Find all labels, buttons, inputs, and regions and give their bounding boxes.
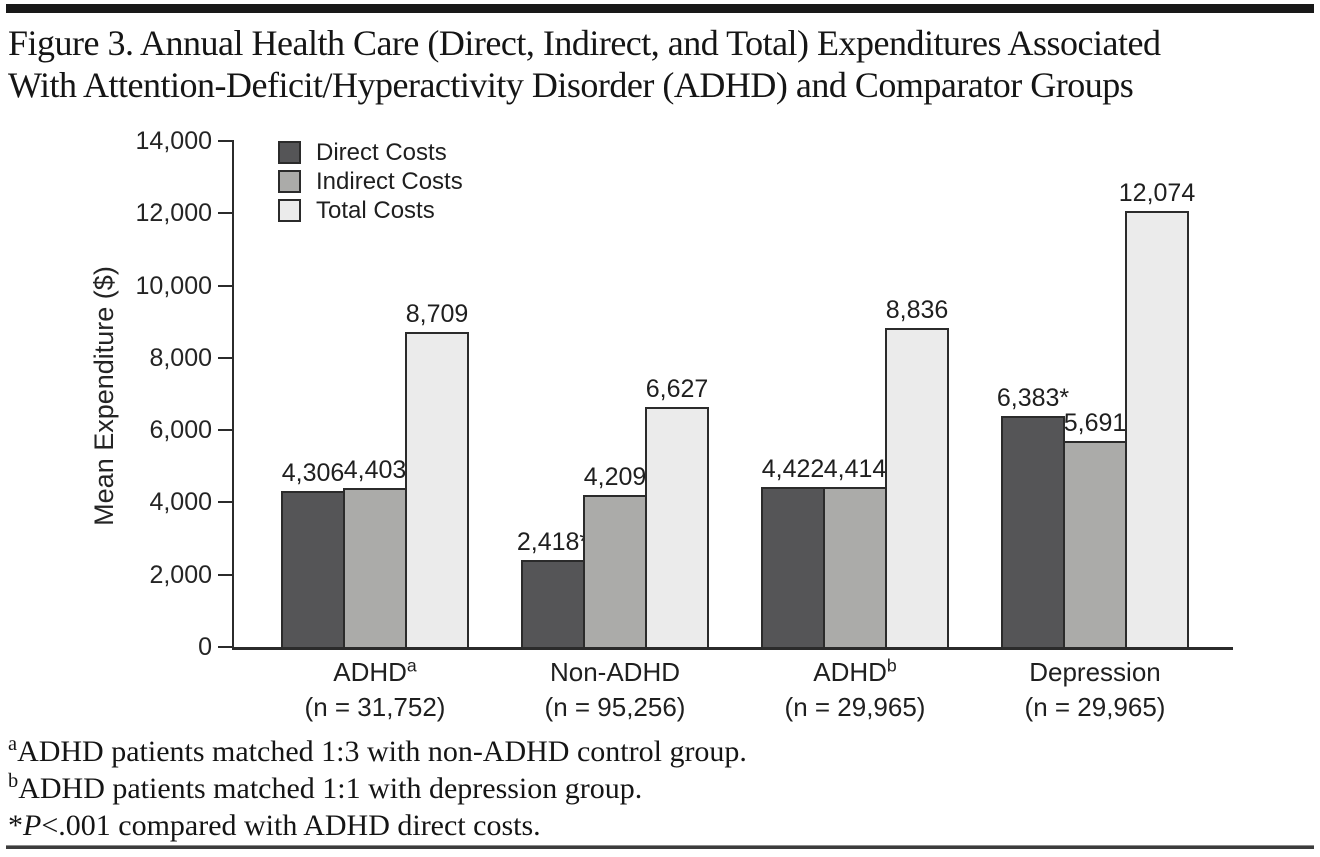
bar-value-label: 6,627 xyxy=(645,375,709,403)
legend-item: Direct Costs xyxy=(278,138,463,167)
y-axis-line xyxy=(232,140,234,648)
bar-value-label: 4,306 xyxy=(281,459,345,487)
bar-total-costs xyxy=(645,407,709,649)
y-tick-label: 12,000 xyxy=(135,199,212,227)
y-tick xyxy=(218,357,232,359)
category-n-label: (n = 29,965) xyxy=(1024,692,1166,722)
y-tick-label: 0 xyxy=(198,633,212,661)
category-n-label: (n = 95,256) xyxy=(544,692,686,722)
bar-value-label: 5,691 xyxy=(1063,409,1127,437)
y-tick xyxy=(218,140,232,142)
y-tick xyxy=(218,501,232,503)
legend-swatch-total-costs xyxy=(278,199,301,222)
bar-value-label: 4,209 xyxy=(583,463,647,491)
bar-indirect-costs xyxy=(343,488,407,649)
y-tick xyxy=(218,429,232,431)
bar-indirect-costs xyxy=(1063,441,1127,649)
category-name: ADHDb xyxy=(813,655,897,687)
footnote: aADHD patients matched 1:3 with non-ADHD… xyxy=(8,733,747,768)
y-tick xyxy=(218,285,232,287)
y-tick-label: 10,000 xyxy=(135,272,212,300)
category-name: Depression xyxy=(1029,657,1161,687)
bar-total-costs xyxy=(405,332,469,649)
legend-label: Total Costs xyxy=(316,196,435,224)
x-axis-line xyxy=(232,647,1233,650)
y-tick-label: 4,000 xyxy=(149,488,212,516)
bar-value-label: 6,383* xyxy=(996,384,1070,412)
category-label: Non-ADHD (n = 95,256) xyxy=(484,655,746,725)
y-tick xyxy=(218,574,232,576)
category-name: ADHDa xyxy=(333,655,417,687)
figure-title-line-1: Figure 3. Annual Health Care (Direct, In… xyxy=(8,23,1161,63)
legend-item: Indirect Costs xyxy=(278,167,463,196)
bar-direct-costs xyxy=(281,491,345,649)
bar-direct-costs xyxy=(521,560,585,649)
y-tick-label: 6,000 xyxy=(149,416,212,444)
category-label: ADHDa (n = 31,752) xyxy=(244,655,506,725)
category-label: Depression (n = 29,965) xyxy=(964,655,1226,725)
category-label: ADHDb (n = 29,965) xyxy=(724,655,986,725)
bar-indirect-costs xyxy=(583,495,647,649)
bar-total-costs xyxy=(1125,211,1189,649)
y-axis-label: Mean Expenditure ($) xyxy=(89,266,119,526)
legend-swatch-direct-costs xyxy=(278,141,301,164)
legend-label: Direct Costs xyxy=(316,138,447,166)
category-n-label: (n = 29,965) xyxy=(784,692,926,722)
figure-title-line-2: With Attention-Deficit/Hyperactivity Dis… xyxy=(8,65,1134,105)
bar-value-label: 4,422 xyxy=(761,455,825,483)
figure-title: Figure 3. Annual Health Care (Direct, In… xyxy=(8,22,1161,106)
y-tick-label: 14,000 xyxy=(135,127,212,155)
footnote: *P<.001 compared with ADHD direct costs. xyxy=(8,809,541,842)
bar-indirect-costs xyxy=(823,487,887,649)
legend-item: Total Costs xyxy=(278,196,463,225)
bar-value-label: 2,418* xyxy=(516,528,590,556)
legend-label: Indirect Costs xyxy=(316,167,463,195)
bottom-rule xyxy=(6,845,1314,849)
bar-direct-costs xyxy=(1001,416,1065,649)
footnote: bADHD patients matched 1:1 with depressi… xyxy=(8,770,643,805)
y-tick xyxy=(218,646,232,648)
bar-total-costs xyxy=(885,328,949,649)
category-name: Non-ADHD xyxy=(549,657,681,687)
bar-value-label: 8,709 xyxy=(405,300,469,328)
category-n-label: (n = 31,752) xyxy=(304,692,446,722)
y-tick xyxy=(218,212,232,214)
legend: Direct Costs Indirect Costs Total Costs xyxy=(278,138,463,225)
bar-value-label: 4,403 xyxy=(343,456,407,484)
top-rule xyxy=(6,4,1314,13)
y-tick-label: 8,000 xyxy=(149,344,212,372)
legend-swatch-indirect-costs xyxy=(278,170,301,193)
bar-value-label: 12,074 xyxy=(1118,179,1196,207)
y-tick-label: 2,000 xyxy=(149,561,212,589)
bar-direct-costs xyxy=(761,487,825,649)
footnotes: aADHD patients matched 1:3 with non-ADHD… xyxy=(8,733,747,844)
bar-value-label: 4,414 xyxy=(823,455,887,483)
bar-value-label: 8,836 xyxy=(885,296,949,324)
